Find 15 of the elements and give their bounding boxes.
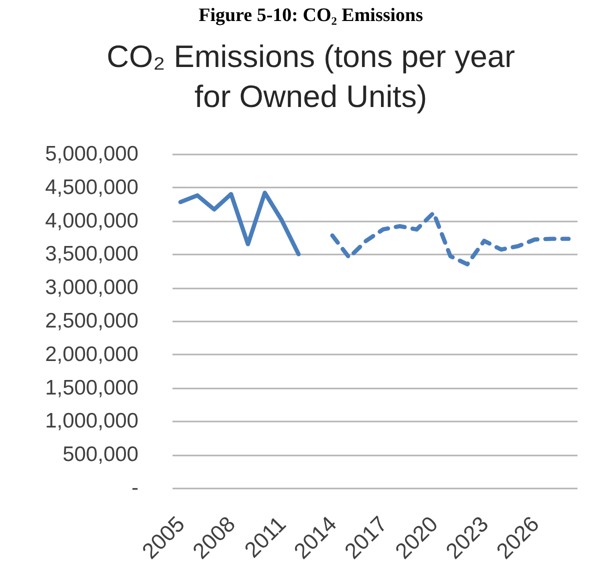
y-tick-label: - <box>132 476 138 500</box>
y-tick-label: 500,000 <box>62 443 138 466</box>
chart-title: Figure 5-10: CO₂ Emissions <box>198 5 423 26</box>
y-tick-label: 3,500,000 <box>45 242 138 266</box>
line-series <box>330 210 571 266</box>
line-series <box>178 190 301 256</box>
chart-subtitle: CO₂ Emissions (tons per year for Owned Units) <box>106 39 515 114</box>
y-tick-label: 2,000,000 <box>45 342 138 366</box>
y-tick-label: 1,000,000 <box>45 410 138 433</box>
y-tick-label: 1,500,000 <box>45 376 138 400</box>
y-tick-label: 2,500,000 <box>45 310 138 332</box>
y-tick-label: 3,000,000 <box>45 276 138 300</box>
y-tick-label: 4,500,000 <box>45 176 138 199</box>
y-tick-label: 5,000,000 <box>45 142 138 166</box>
y-tick-label: 4,000,000 <box>45 209 138 232</box>
